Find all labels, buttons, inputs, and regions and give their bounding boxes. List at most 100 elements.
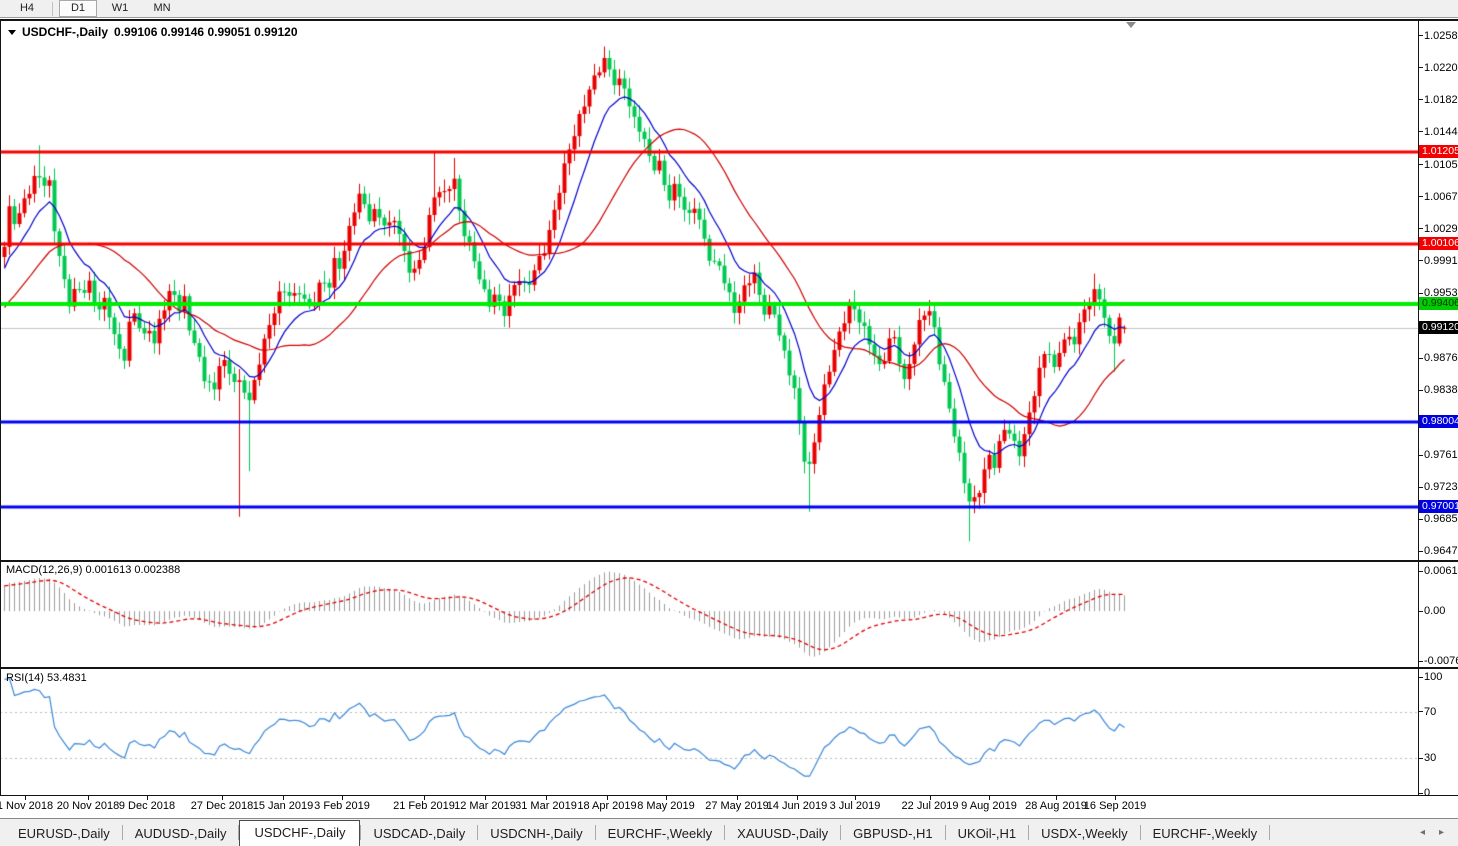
price-axis-tick (1418, 35, 1423, 36)
rsi-panel-canvas[interactable] (0, 669, 1418, 795)
rsi-axis-tick (1418, 676, 1423, 678)
timeframe-button-d1[interactable]: D1 (59, 0, 97, 17)
price-axis-tick (1418, 389, 1423, 391)
tab-separator (1139, 825, 1141, 840)
date-axis-tick (930, 796, 931, 800)
date-axis-label: 31 Mar 2019 (515, 800, 577, 812)
rsi-axis-label: 70 (1424, 705, 1437, 718)
rsi-axis-label: 0 (1424, 787, 1431, 799)
chart-ohlc-values: 0.99106 0.99146 0.99051 0.99120 (114, 25, 298, 39)
price-axis-tick (1418, 454, 1423, 456)
tab-usdchf-daily[interactable]: USDCHF-,Daily (239, 820, 361, 846)
tab-separator (1028, 825, 1030, 840)
date-axis-label: 16 Sep 2019 (1083, 800, 1147, 812)
chart-left-border (0, 21, 1, 795)
panel-separator (0, 667, 1458, 669)
chart-symbol-label: USDCHF-,Daily (22, 25, 109, 39)
tab-eurusd-daily[interactable]: EURUSD-,Daily (18, 826, 110, 841)
chart-top-border (0, 19, 1458, 21)
price-axis-tick (1418, 486, 1423, 488)
price-axis-label: 1.01050 (1424, 158, 1458, 171)
price-chart-canvas[interactable] (0, 21, 1418, 560)
tab-eurchf-weekly[interactable]: EURCHF-,Weekly (607, 826, 713, 841)
price-axis-tick (1418, 99, 1423, 101)
date-axis-tick (424, 796, 425, 800)
date-axis-tick (607, 796, 608, 800)
rsi-axis-tick (1418, 792, 1423, 794)
date-axis-tick (485, 796, 486, 800)
tab-audusd-daily[interactable]: AUDUSD-,Daily (134, 826, 227, 841)
date-axis-label: 9 Dec 2018 (118, 800, 176, 812)
price-axis-label: 0.96470 (1424, 545, 1458, 558)
rsi-axis-tick (1418, 757, 1423, 759)
date-axis-label: 21 Feb 2019 (393, 800, 455, 812)
price-axis-tick (1418, 228, 1423, 230)
tab-separator (1269, 825, 1271, 840)
date-axis-tick (342, 796, 343, 800)
date-axis-label: 8 May 2019 (637, 800, 695, 812)
timeframe-toolbar: H4 D1 W1 MN (0, 0, 1458, 18)
price-axis-tick (1418, 292, 1423, 294)
price-axis-label: 1.02580 (1424, 29, 1458, 42)
tab-separator (840, 825, 842, 840)
tab-separator (724, 825, 726, 840)
timeframe-button-mn[interactable]: MN (153, 2, 171, 14)
price-axis-border (1418, 21, 1419, 795)
tab-eurchf-weekly[interactable]: EURCHF-,Weekly (1152, 826, 1258, 841)
rsi-axis-label: 100 (1424, 671, 1443, 683)
price-axis-label: 1.01440 (1424, 125, 1458, 138)
hline-price-badge: 1.01205 (1419, 144, 1458, 158)
tab-scroll-left-icon[interactable]: ◂ (1419, 827, 1425, 838)
price-axis-tick (1418, 260, 1423, 262)
date-axis-tick (283, 796, 284, 800)
collapse-indicator-icon[interactable] (8, 29, 16, 35)
tab-separator (238, 825, 240, 840)
date-axis-label: 3 Feb 2019 (314, 800, 370, 812)
price-axis-tick (1418, 67, 1423, 69)
date-axis-label: 20 Nov 2018 (56, 800, 120, 812)
macd-axis-tick (1418, 660, 1423, 662)
price-axis-tick (1418, 196, 1423, 198)
timeframe-button-w1[interactable]: W1 (111, 2, 129, 14)
chart-title: USDCHF-,Daily 0.99106 0.99146 0.99051 0.… (8, 25, 298, 39)
rsi-label: RSI(14) 53.4831 (6, 672, 87, 684)
price-axis-tick (1418, 518, 1423, 520)
toolbar-separator (52, 1, 53, 16)
tab-scroll-right-icon[interactable]: ▸ (1438, 827, 1444, 838)
price-axis-tick (1418, 357, 1423, 359)
date-axis-label: 28 Aug 2019 (1025, 800, 1087, 812)
timeframe-button-h4[interactable]: H4 (19, 2, 35, 14)
date-axis-label: 14 Jun 2019 (766, 800, 828, 812)
date-axis-label: 15 Jan 2019 (252, 800, 314, 812)
tab-gbpusd-h1[interactable]: GBPUSD-,H1 (853, 826, 933, 841)
macd-label: MACD(12,26,9) 0.001613 0.002388 (6, 564, 181, 576)
tab-usdx-weekly[interactable]: USDX-,Weekly (1041, 826, 1128, 841)
price-axis-tick (1418, 550, 1423, 552)
date-axis-label: 27 May 2019 (705, 800, 769, 812)
date-axis-tick (222, 796, 223, 800)
date-axis-label: 12 Mar 2019 (454, 800, 516, 812)
tab-separator (121, 825, 123, 840)
macd-axis-label: -0.00761 (1424, 655, 1458, 667)
date-axis-tick (666, 796, 667, 800)
tab-ukoil-h1[interactable]: UKOil-,H1 (957, 826, 1017, 841)
macd-axis-tick (1418, 570, 1423, 572)
panel-separator (0, 795, 1458, 796)
date-axis-tick (989, 796, 990, 800)
date-axis-tick (25, 796, 26, 800)
macd-panel-canvas[interactable] (0, 562, 1418, 667)
date-axis-tick (147, 796, 148, 800)
macd-axis-tick (1418, 610, 1423, 612)
tab-xauusd-daily[interactable]: XAUUSD-,Daily (737, 826, 829, 841)
tab-usdcnh-daily[interactable]: USDCNH-,Daily (490, 826, 583, 841)
current-price-badge: 0.99120 (1419, 320, 1458, 334)
date-axis-label: 3 Jul 2019 (829, 800, 881, 812)
tab-usdcad-daily[interactable]: USDCAD-,Daily (373, 826, 466, 841)
price-axis-tick (1418, 164, 1423, 166)
date-axis-tick (1115, 796, 1116, 800)
rsi-axis-label: 30 (1424, 752, 1437, 765)
